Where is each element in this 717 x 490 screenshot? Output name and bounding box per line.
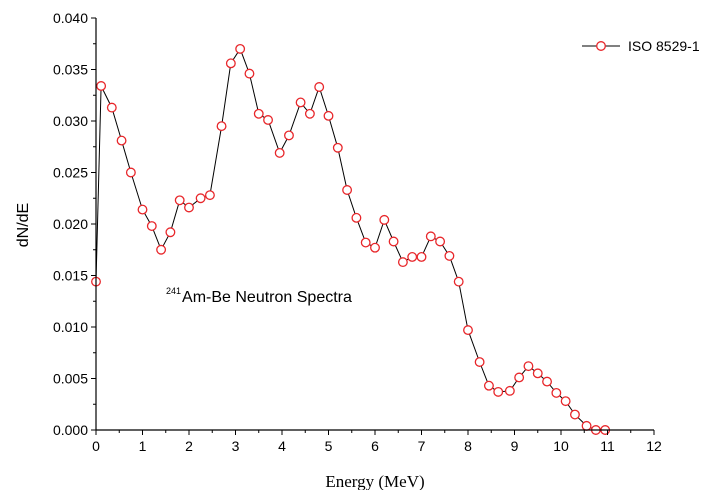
x-tick-label: 11: [600, 438, 615, 454]
data-point: [532, 368, 543, 379]
data-point: [146, 221, 157, 232]
legend-label: ISO 8529-1: [628, 38, 700, 54]
data-point: [523, 361, 534, 372]
data-point: [493, 386, 504, 397]
data-point: [235, 43, 246, 54]
annotation-superscript: 241: [166, 286, 181, 296]
axes: 0 1 2 3 4 5 6 7 8 9 10 11 120.0000.0050.0100.0150.02…: [53, 10, 662, 454]
x-tick-label: 4: [278, 438, 286, 454]
y-tick-label: 0.005: [53, 371, 88, 387]
data-point: [514, 372, 525, 383]
data-point: [483, 380, 494, 391]
x-tick-label: 8: [464, 438, 472, 454]
y-tick-label: 0.035: [53, 62, 88, 78]
data-point: [332, 142, 343, 153]
x-tick-label: 7: [418, 438, 426, 454]
data-point: [351, 212, 362, 223]
x-tick-label: 12: [646, 438, 662, 454]
x-tick-label: 1: [139, 438, 147, 454]
x-tick-label: 0: [92, 438, 100, 454]
data-point: [542, 376, 553, 387]
data-point: [284, 130, 294, 141]
data-point: [379, 214, 390, 225]
data-point: [360, 237, 371, 248]
data-point: [137, 204, 148, 215]
data-point: [370, 242, 380, 253]
data-point: [216, 121, 227, 132]
data-point: [444, 250, 455, 261]
data-point: [463, 325, 473, 336]
y-tick-label: 0.040: [53, 10, 88, 26]
data-point: [225, 58, 236, 69]
data-point: [156, 244, 167, 255]
data-point: [274, 147, 285, 158]
data-point: [388, 236, 399, 247]
data-point: [263, 115, 274, 125]
legend: ISO 8529-1: [582, 38, 700, 54]
x-tick-label: 3: [232, 438, 240, 454]
data-point: [195, 193, 206, 204]
annotation-text: Am-Be Neutron Spectra: [182, 289, 352, 306]
data-point: [504, 385, 515, 396]
x-tick-label: 10: [553, 438, 569, 454]
annotation-label: 241Am-Be Neutron Spectra: [166, 286, 352, 306]
data-point: [244, 68, 255, 79]
data-point: [453, 276, 464, 287]
data-point: [342, 185, 353, 195]
data-point: [581, 420, 592, 431]
data-point: [116, 135, 127, 146]
data-point: [314, 82, 325, 92]
data-point: [416, 252, 427, 262]
data-point: [435, 236, 446, 247]
data-point: [304, 108, 315, 119]
data-point: [106, 102, 117, 113]
data-point: [425, 231, 436, 242]
data-point: [323, 110, 334, 121]
data-point: [253, 108, 264, 119]
x-tick-label: 5: [325, 438, 333, 454]
x-tick-label: 9: [511, 438, 519, 454]
y-tick-label: 0.015: [53, 268, 88, 284]
data-point: [551, 387, 562, 398]
data-point: [96, 81, 107, 91]
y-tick-label: 0.000: [53, 422, 88, 438]
data-point: [474, 357, 485, 367]
x-axis-title: Energy (MeV): [325, 472, 424, 490]
data-point: [204, 190, 215, 201]
y-tick-label: 0.025: [53, 165, 88, 181]
data-point: [570, 409, 580, 420]
y-tick-label: 0.010: [53, 319, 88, 335]
data-point: [295, 97, 306, 108]
data-point: [125, 167, 136, 178]
y-tick-label: 0.030: [53, 113, 88, 129]
data-point: [184, 202, 194, 213]
data-point: [397, 257, 408, 268]
data-point: [407, 252, 418, 262]
series-line: [95, 47, 606, 431]
data-point: [165, 227, 176, 238]
y-axis-title: dN/dE: [15, 203, 32, 247]
data-point: [560, 396, 571, 407]
x-tick-label: 6: [371, 438, 379, 454]
y-tick-label: 0.020: [53, 216, 88, 232]
data-point: [174, 195, 185, 206]
legend-marker-sample: [596, 41, 606, 51]
plot-area: [91, 43, 611, 435]
x-tick-label: 2: [185, 438, 193, 454]
